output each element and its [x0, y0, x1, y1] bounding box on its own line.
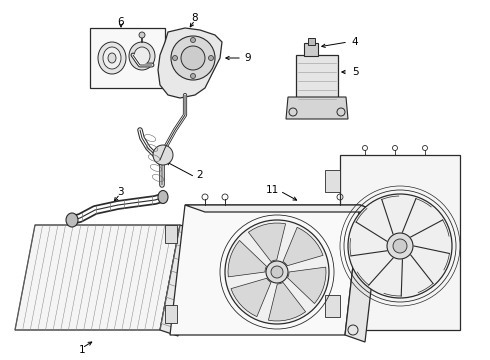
Text: 6: 6 — [118, 17, 124, 27]
Circle shape — [266, 261, 288, 283]
Text: 5: 5 — [352, 67, 358, 77]
Circle shape — [271, 266, 283, 278]
Ellipse shape — [129, 42, 155, 70]
Polygon shape — [160, 225, 198, 336]
Polygon shape — [228, 240, 267, 277]
Text: 4: 4 — [352, 37, 358, 47]
Bar — [308, 38, 315, 45]
Bar — [165, 305, 177, 323]
Polygon shape — [345, 205, 380, 342]
Circle shape — [209, 55, 214, 60]
Bar — [340, 155, 460, 330]
Circle shape — [181, 46, 205, 70]
Circle shape — [139, 32, 145, 38]
Ellipse shape — [108, 53, 116, 63]
Bar — [296, 55, 338, 107]
Circle shape — [225, 220, 329, 324]
Text: 9: 9 — [245, 53, 251, 63]
Polygon shape — [283, 227, 323, 266]
Circle shape — [191, 37, 196, 42]
Circle shape — [348, 194, 452, 298]
Ellipse shape — [158, 190, 168, 203]
Circle shape — [191, 73, 196, 78]
Polygon shape — [185, 205, 380, 212]
Text: 11: 11 — [266, 185, 279, 195]
Polygon shape — [288, 267, 326, 303]
Polygon shape — [15, 225, 180, 330]
Polygon shape — [170, 205, 360, 335]
Circle shape — [387, 233, 413, 259]
Text: 8: 8 — [192, 13, 198, 23]
Text: 2: 2 — [196, 170, 203, 180]
Polygon shape — [231, 278, 271, 317]
Polygon shape — [269, 282, 306, 321]
Circle shape — [172, 55, 177, 60]
Text: 1: 1 — [79, 345, 85, 355]
Bar — [90, 28, 165, 88]
Polygon shape — [158, 28, 222, 98]
Circle shape — [393, 239, 407, 253]
Circle shape — [171, 36, 215, 80]
Ellipse shape — [134, 47, 150, 65]
Text: 3: 3 — [117, 187, 123, 197]
Polygon shape — [248, 223, 286, 262]
Text: 10: 10 — [364, 273, 376, 283]
Bar — [304, 43, 318, 56]
Ellipse shape — [103, 47, 121, 69]
Bar — [165, 225, 177, 243]
Ellipse shape — [98, 42, 126, 74]
Bar — [325, 295, 340, 317]
Polygon shape — [286, 97, 348, 119]
Text: 7: 7 — [124, 71, 131, 81]
Bar — [325, 170, 340, 192]
Circle shape — [153, 145, 173, 165]
Ellipse shape — [66, 213, 78, 227]
